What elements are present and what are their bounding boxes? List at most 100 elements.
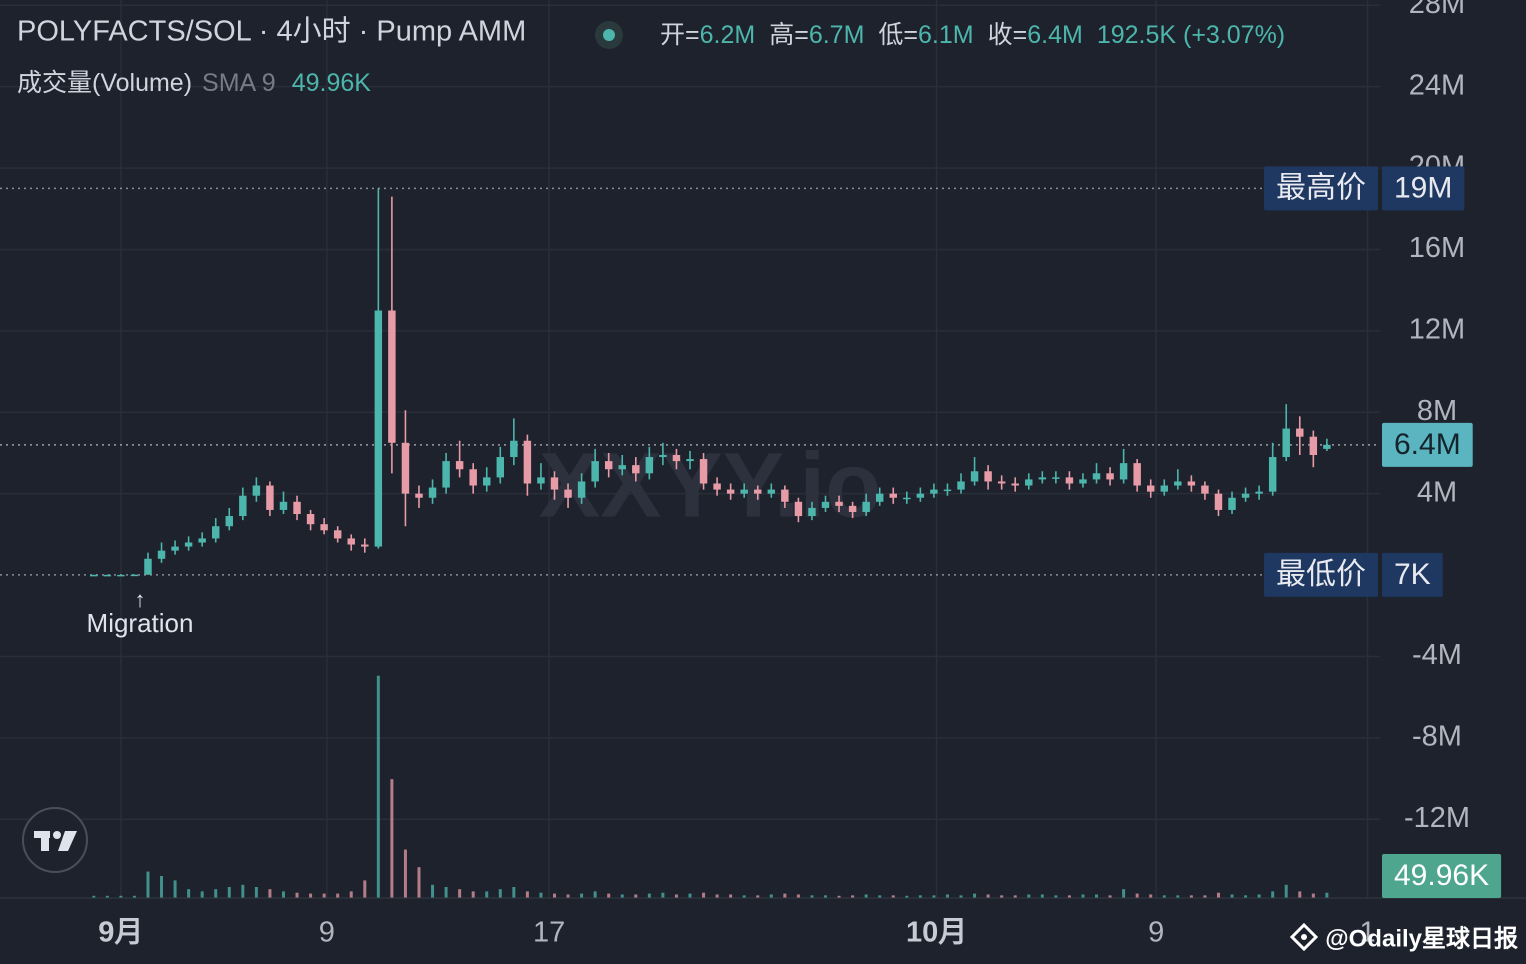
candle-body	[130, 574, 139, 577]
marker-label-box-text: 最低价	[1276, 558, 1366, 591]
volume-bar	[783, 893, 787, 898]
candle-body	[455, 461, 464, 470]
volume-bar	[1298, 891, 1302, 898]
candle-body	[496, 457, 505, 478]
volume-bar	[756, 895, 760, 898]
volume-bar	[851, 895, 855, 898]
logo-part	[53, 831, 61, 839]
candle-body	[361, 544, 369, 547]
candle-body	[1106, 473, 1114, 480]
candle-body	[591, 461, 599, 482]
candle-body	[1065, 477, 1074, 484]
marker-value-box-text: 19M	[1394, 171, 1452, 204]
volume-bar	[878, 895, 882, 898]
volume-bar	[702, 892, 706, 898]
marker-value-box	[1382, 552, 1443, 597]
marker-label-box-text: 最高价	[1276, 171, 1366, 204]
volume-bar	[864, 894, 868, 898]
candle-body	[469, 469, 477, 486]
candle-body	[266, 485, 274, 510]
candle-body	[740, 489, 748, 494]
volume-bar	[146, 871, 150, 898]
candle-body	[1079, 479, 1087, 484]
volume-bar	[1000, 895, 1004, 898]
candle-body	[1255, 491, 1263, 494]
marker-value-box	[1382, 166, 1465, 211]
candle-body	[442, 461, 450, 488]
x-tick-label: 9月	[98, 917, 143, 949]
volume-bar	[1054, 895, 1058, 898]
volume-bar	[674, 894, 678, 898]
candle-body	[862, 501, 870, 512]
volume-bar	[1203, 895, 1207, 898]
volume-sma-box-text: 49.96K	[1394, 859, 1489, 892]
candle-body	[889, 493, 897, 498]
volume-bar	[173, 880, 177, 898]
candle-body	[997, 481, 1006, 484]
volume-bar	[1325, 892, 1329, 898]
volume-bar	[580, 893, 584, 898]
volume-bar	[1040, 894, 1044, 898]
volume-bar	[241, 884, 245, 898]
volume-bar	[390, 779, 394, 898]
candle-body	[767, 489, 776, 494]
volume-bar	[1244, 895, 1248, 898]
volume-bar	[525, 891, 529, 898]
volume-bar	[959, 895, 963, 898]
y-tick-label: -4M	[1412, 639, 1462, 671]
annotation-arrow: ↑	[135, 587, 146, 612]
volume-legend: 成交量(Volume) SMA 9 49.96K	[17, 69, 371, 97]
volume-bar	[322, 893, 326, 898]
candle-body	[1174, 481, 1182, 486]
candle-body	[875, 493, 884, 502]
candle-body	[848, 505, 857, 512]
price-boxes-layer: 最高价 19M 最低价 7K 6.4M 49.96K	[1264, 166, 1502, 898]
volume-bar	[796, 894, 800, 898]
candle-body	[957, 481, 965, 490]
volume-bar	[932, 895, 936, 898]
candle-body	[157, 550, 166, 559]
candle-body	[1282, 428, 1290, 458]
candle-body	[1146, 485, 1155, 492]
symbol-title: POLYFACTS/SOL · 4小时 · Pump AMM	[17, 15, 526, 48]
candle-body	[713, 483, 721, 490]
volume-bar	[160, 875, 164, 898]
candle-body	[1201, 485, 1209, 494]
tradingview-logo	[22, 807, 88, 873]
annotation-text: Migration	[87, 608, 194, 638]
volume-bar	[1149, 894, 1153, 898]
volume-bar	[458, 889, 462, 898]
candle-body	[1309, 436, 1318, 456]
y-tick-label: 16M	[1409, 232, 1465, 264]
volume-bar	[227, 886, 231, 898]
candle-body	[1187, 481, 1196, 486]
ohlc-value: 6.2M	[700, 21, 756, 49]
volume-bar	[444, 886, 448, 898]
status-dot	[603, 29, 615, 41]
candle-body	[794, 501, 803, 517]
volume-bar	[132, 895, 136, 898]
volume-bar	[986, 894, 990, 898]
candle-body	[1038, 477, 1047, 480]
volume-bar	[918, 895, 922, 898]
volume-bar	[905, 895, 909, 898]
candle-body	[943, 489, 952, 492]
volume-bar	[295, 892, 299, 898]
candle-body	[1214, 493, 1223, 510]
candle-body	[347, 538, 355, 545]
candle-body	[252, 485, 261, 496]
grid-layer	[0, 0, 1380, 898]
sma-value: 49.96K	[292, 69, 372, 97]
volume-bar	[431, 884, 435, 898]
volume-bar	[945, 894, 949, 898]
volume-bar	[1122, 889, 1126, 898]
candle-body	[320, 524, 328, 531]
candle-body	[483, 477, 491, 486]
volume-sma-box	[1382, 854, 1502, 898]
candle-body	[821, 501, 830, 508]
volume-bar	[620, 894, 624, 898]
candle-body	[279, 501, 288, 510]
candle-body	[604, 461, 613, 470]
